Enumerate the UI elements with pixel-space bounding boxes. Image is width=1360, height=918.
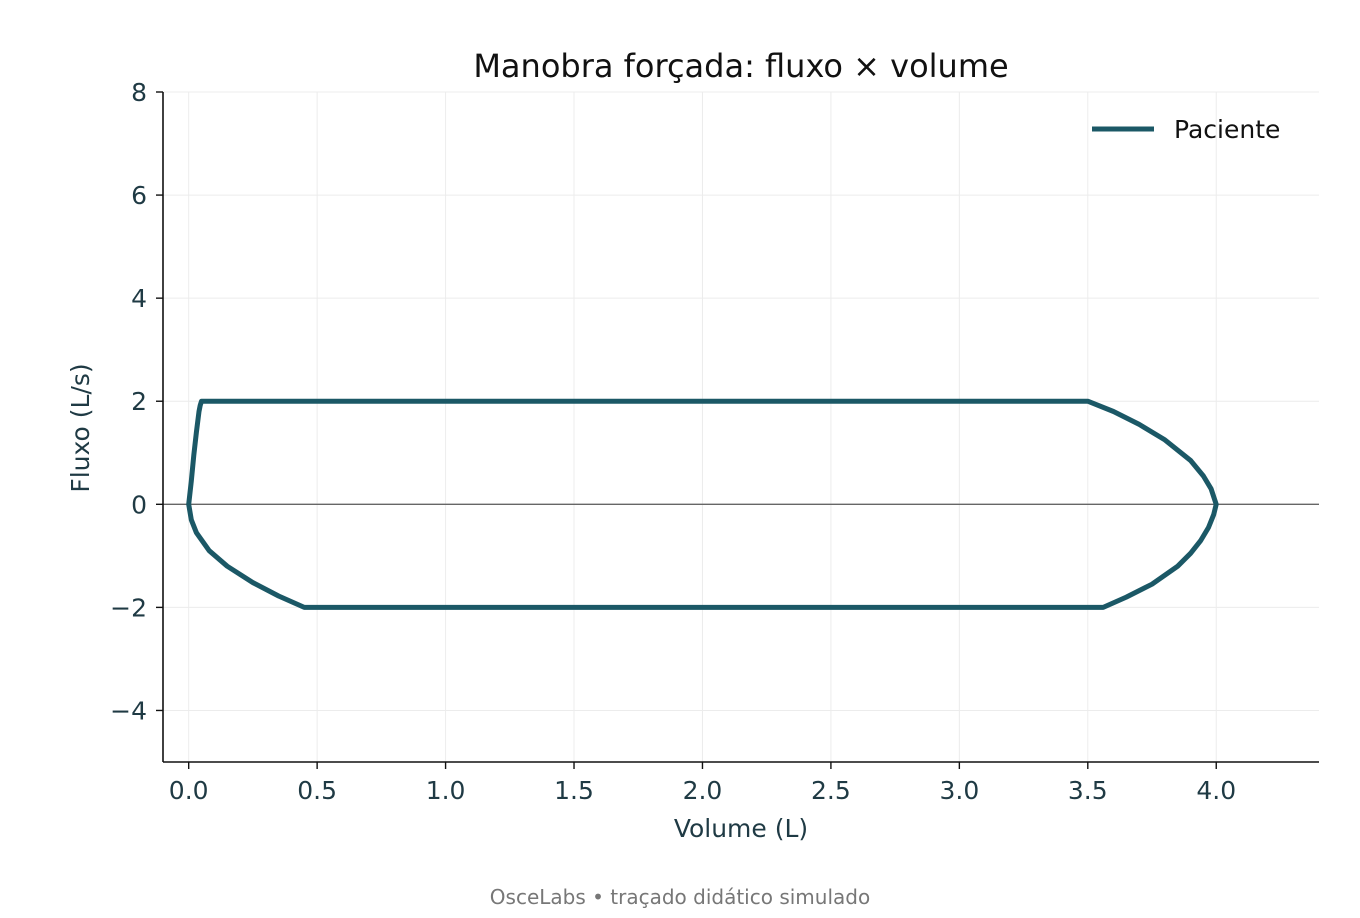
x-tick-label: 4.0 bbox=[1196, 776, 1236, 805]
y-axis-label: Fluxo (L/s) bbox=[66, 363, 95, 492]
x-tick-label: 3.0 bbox=[939, 776, 979, 805]
legend: Paciente bbox=[1092, 115, 1280, 144]
legend-label: Paciente bbox=[1174, 115, 1280, 144]
y-tick-label: 2 bbox=[131, 387, 147, 416]
x-axis-label: Volume (L) bbox=[674, 814, 808, 843]
y-tick-label: 6 bbox=[131, 181, 147, 210]
footer-credit: OsceLabs • traçado didático simulado bbox=[490, 885, 870, 909]
axes bbox=[162, 92, 1319, 763]
chart-title: Manobra forçada: fluxo × volume bbox=[473, 47, 1008, 85]
x-tick-label: 1.0 bbox=[426, 776, 466, 805]
y-axis-ticks: −4 −2 0 2 4 6 8 bbox=[110, 78, 163, 725]
x-tick-label: 2.0 bbox=[683, 776, 723, 805]
series-line-paciente bbox=[186, 398, 1219, 610]
series-layer bbox=[186, 398, 1219, 610]
y-tick-label: 8 bbox=[131, 78, 147, 107]
x-tick-label: 0.5 bbox=[297, 776, 337, 805]
x-tick-label: 3.5 bbox=[1068, 776, 1108, 805]
x-tick-label: 0.0 bbox=[169, 776, 209, 805]
y-tick-label: −4 bbox=[110, 696, 147, 725]
x-axis-ticks: 0.0 0.5 1.0 1.5 2.0 2.5 3.0 3.5 4.0 bbox=[169, 762, 1236, 805]
x-tick-label: 2.5 bbox=[811, 776, 851, 805]
y-tick-label: −2 bbox=[110, 593, 147, 622]
y-tick-label: 4 bbox=[131, 284, 147, 313]
x-tick-label: 1.5 bbox=[554, 776, 594, 805]
y-tick-label: 0 bbox=[131, 490, 147, 519]
